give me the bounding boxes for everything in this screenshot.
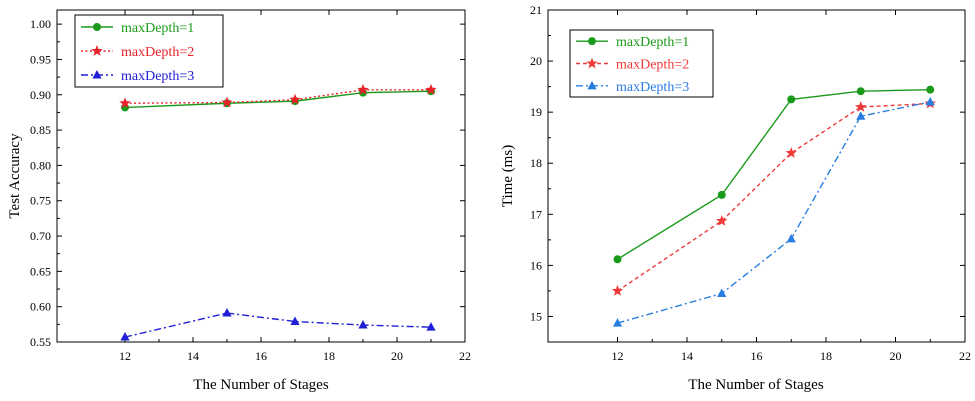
chart-time: 15 16 17 18 19 20 21 12 14 16 18 20 22 The Number of … (500, 3, 971, 393)
data-point (119, 97, 131, 109)
legend-marker (587, 80, 597, 90)
x-tick-label: 18 (820, 349, 832, 363)
data-point (925, 96, 935, 106)
series-line (617, 102, 931, 292)
data-point (290, 316, 300, 326)
series-maxDepth=1 (613, 85, 935, 264)
data-point (926, 85, 935, 94)
legend-marker (586, 57, 598, 69)
data-point (856, 111, 866, 120)
data-point (856, 87, 865, 96)
y-tick-label: 0.95 (30, 52, 51, 66)
series-line (124, 89, 431, 104)
x-tick-label: 22 (459, 349, 471, 363)
legend-label: maxDepth=1 (616, 35, 689, 50)
series-line (124, 312, 432, 338)
legend-label: maxDepth=3 (616, 80, 689, 95)
data-point (222, 308, 232, 317)
legend-label: maxDepth=3 (121, 69, 194, 84)
series-maxDepth=2 (119, 83, 437, 109)
legend-marker (93, 23, 101, 31)
legend: maxDepth=1 maxDepth=2 maxDepth=3 (74, 14, 224, 88)
y-tick-label: 0.80 (30, 158, 51, 172)
x-tick-label: 18 (323, 349, 335, 363)
series-maxDepth=2 (611, 97, 936, 296)
x-tick-label: 14 (681, 349, 693, 363)
series-maxDepth=3 (612, 96, 935, 327)
series-maxDepth=1 (121, 87, 435, 112)
y-tick-label: 0.60 (30, 300, 51, 314)
y-tick-label: 0.85 (30, 123, 51, 137)
series-line (617, 101, 931, 324)
data-point (612, 318, 623, 327)
data-point (120, 332, 130, 341)
y-tick-label: 16 (530, 258, 542, 272)
legend-marker (92, 70, 102, 79)
y-tick-label: 18 (530, 156, 542, 170)
y-tick-label: 0.90 (30, 88, 51, 102)
legend: maxDepth=1 maxDepth=2 maxDepth=3 (569, 29, 714, 98)
data-point (787, 95, 796, 104)
y-tick-label: 0.65 (30, 264, 51, 278)
data-point (425, 83, 437, 95)
y-tick-label: 15 (530, 309, 542, 323)
y-tick-label: 17 (530, 207, 542, 221)
data-point (611, 284, 624, 296)
data-point (717, 288, 727, 297)
legend-label: maxDepth=2 (616, 58, 689, 73)
x-axis-title: The Number of Stages (193, 377, 329, 393)
chart-test-accuracy: 0.55 0.60 0.65 0.70 0.75 0.80 0.85 0.90 0.95 1.00… (7, 9, 471, 393)
x-tick-label: 22 (959, 349, 971, 363)
data-point (786, 233, 796, 243)
data-point (426, 322, 436, 331)
data-point (613, 255, 622, 264)
data-point (855, 101, 867, 112)
data-point (357, 83, 369, 95)
x-tick-label: 20 (391, 349, 403, 363)
y-tick-label: 0.75 (30, 194, 51, 208)
y-tick-label: 0.70 (30, 229, 51, 243)
y-tick-label: 21 (530, 3, 542, 17)
x-axis-title: The Number of Stages (688, 377, 824, 393)
x-tick-label: 16 (255, 349, 267, 363)
y-tick-label: 0.55 (30, 335, 51, 349)
legend-marker (91, 45, 103, 56)
legend-label: maxDepth=1 (121, 21, 194, 36)
y-axis-title: Test Accuracy (7, 133, 23, 219)
x-tick-label: 14 (187, 349, 199, 363)
data-point (221, 96, 233, 108)
data-point (785, 147, 797, 158)
data-point (289, 93, 301, 105)
legend-label: maxDepth=2 (121, 45, 194, 60)
y-tick-label: 1.00 (30, 17, 51, 31)
series-maxDepth=3 (120, 308, 436, 341)
x-tick-label: 12 (119, 349, 131, 363)
series-line (124, 90, 432, 109)
x-tick-label: 16 (751, 349, 763, 363)
data-point (717, 190, 726, 199)
y-tick-label: 20 (530, 54, 542, 68)
y-axis-title: Time (ms) (500, 145, 516, 207)
series-line (617, 88, 931, 260)
x-tick-label: 12 (612, 349, 624, 363)
legend-marker (588, 37, 596, 46)
data-point (358, 320, 368, 329)
data-point (716, 214, 728, 226)
y-tick-label: 19 (530, 105, 542, 119)
x-tick-label: 20 (890, 349, 902, 363)
